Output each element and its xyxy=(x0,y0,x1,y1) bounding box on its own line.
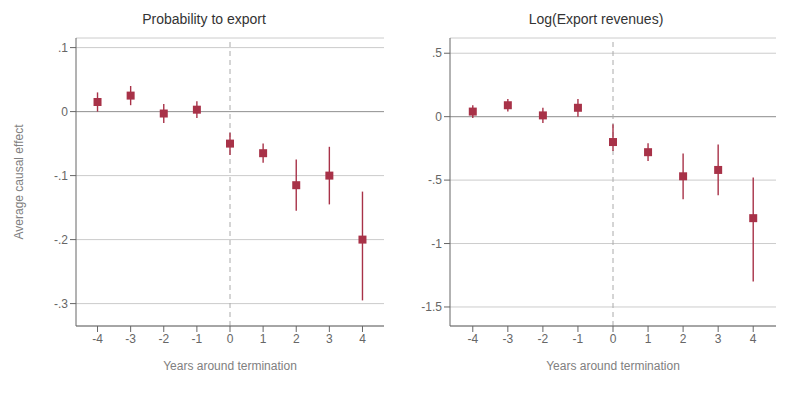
svg-text:-4: -4 xyxy=(467,332,478,346)
svg-text:-.3: -.3 xyxy=(54,297,68,311)
svg-text:0: 0 xyxy=(61,105,68,119)
svg-text:-1: -1 xyxy=(573,332,584,346)
svg-text:2: 2 xyxy=(293,332,300,346)
svg-text:1: 1 xyxy=(260,332,267,346)
svg-text:1: 1 xyxy=(645,332,652,346)
svg-text:2: 2 xyxy=(680,332,687,346)
svg-text:4: 4 xyxy=(359,332,366,346)
svg-text:Years around termination: Years around termination xyxy=(163,359,297,373)
svg-text:4: 4 xyxy=(750,332,757,346)
svg-text:.5: .5 xyxy=(432,46,442,60)
svg-text:Average causal effect: Average causal effect xyxy=(12,124,26,240)
svg-text:-4: -4 xyxy=(92,332,103,346)
svg-text:-1: -1 xyxy=(192,332,203,346)
svg-text:0: 0 xyxy=(435,110,442,124)
svg-text:.1: .1 xyxy=(58,41,68,55)
svg-text:-2: -2 xyxy=(158,332,169,346)
svg-text:3: 3 xyxy=(715,332,722,346)
svg-text:0: 0 xyxy=(227,332,234,346)
svg-text:-1: -1 xyxy=(431,237,442,251)
svg-text:0: 0 xyxy=(610,332,617,346)
svg-text:-.5: -.5 xyxy=(428,173,442,187)
svg-text:-.2: -.2 xyxy=(54,233,68,247)
svg-text:-1.5: -1.5 xyxy=(421,300,442,314)
svg-text:-.1: -.1 xyxy=(54,169,68,183)
html-text:Log(Export revenues): Log(Export revenues) xyxy=(528,11,664,27)
html-text:Probability to export: Probability to export xyxy=(142,11,266,27)
svg-text:-3: -3 xyxy=(503,332,514,346)
svg-text:-2: -2 xyxy=(538,332,549,346)
svg-text:-3: -3 xyxy=(125,332,136,346)
svg-text:Years around termination: Years around termination xyxy=(546,359,680,373)
svg-text:3: 3 xyxy=(326,332,333,346)
